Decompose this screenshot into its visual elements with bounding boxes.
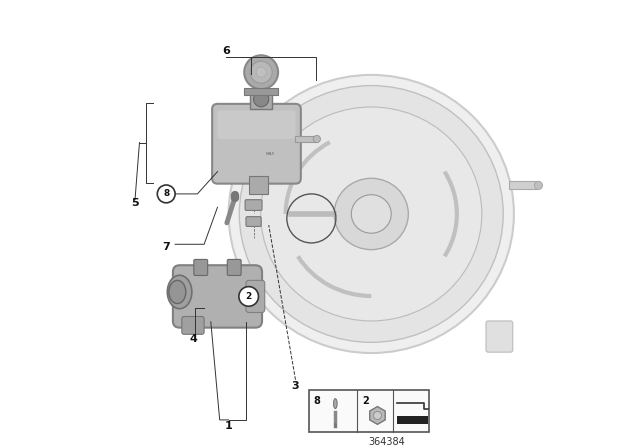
Text: 8: 8	[163, 190, 170, 198]
Ellipse shape	[314, 135, 321, 142]
Text: MAX: MAX	[266, 152, 275, 156]
FancyBboxPatch shape	[246, 280, 265, 312]
Circle shape	[256, 67, 266, 78]
Text: 2: 2	[362, 396, 369, 405]
Ellipse shape	[534, 181, 543, 190]
FancyBboxPatch shape	[194, 259, 207, 276]
Bar	[250, 94, 272, 109]
FancyBboxPatch shape	[227, 259, 241, 276]
FancyBboxPatch shape	[246, 217, 261, 226]
Ellipse shape	[351, 195, 391, 233]
Ellipse shape	[169, 280, 186, 304]
Text: 6: 6	[223, 46, 230, 56]
Ellipse shape	[228, 75, 514, 353]
Circle shape	[157, 185, 175, 203]
Bar	[244, 88, 278, 95]
FancyBboxPatch shape	[212, 104, 301, 184]
Bar	[249, 176, 268, 194]
Text: 1: 1	[225, 421, 232, 431]
Text: 5: 5	[131, 198, 139, 208]
Text: 7: 7	[163, 242, 170, 252]
Polygon shape	[397, 416, 428, 424]
Ellipse shape	[333, 399, 337, 409]
Ellipse shape	[260, 107, 482, 321]
Bar	[309, 390, 429, 432]
Text: 3: 3	[292, 381, 300, 391]
Polygon shape	[370, 406, 385, 424]
Text: 4: 4	[189, 334, 197, 344]
FancyBboxPatch shape	[486, 321, 513, 352]
Bar	[294, 136, 317, 142]
FancyBboxPatch shape	[182, 316, 204, 334]
Circle shape	[374, 411, 381, 419]
Ellipse shape	[167, 275, 192, 309]
Ellipse shape	[334, 178, 408, 250]
Ellipse shape	[239, 86, 503, 342]
Bar	[509, 181, 538, 190]
Circle shape	[244, 55, 278, 89]
Circle shape	[253, 91, 269, 107]
Circle shape	[239, 287, 259, 306]
Text: 8: 8	[314, 396, 321, 405]
Circle shape	[250, 61, 272, 83]
FancyBboxPatch shape	[245, 200, 262, 211]
Text: 2: 2	[246, 292, 252, 301]
FancyBboxPatch shape	[218, 111, 296, 139]
FancyBboxPatch shape	[173, 265, 262, 327]
Text: 364384: 364384	[369, 437, 406, 447]
